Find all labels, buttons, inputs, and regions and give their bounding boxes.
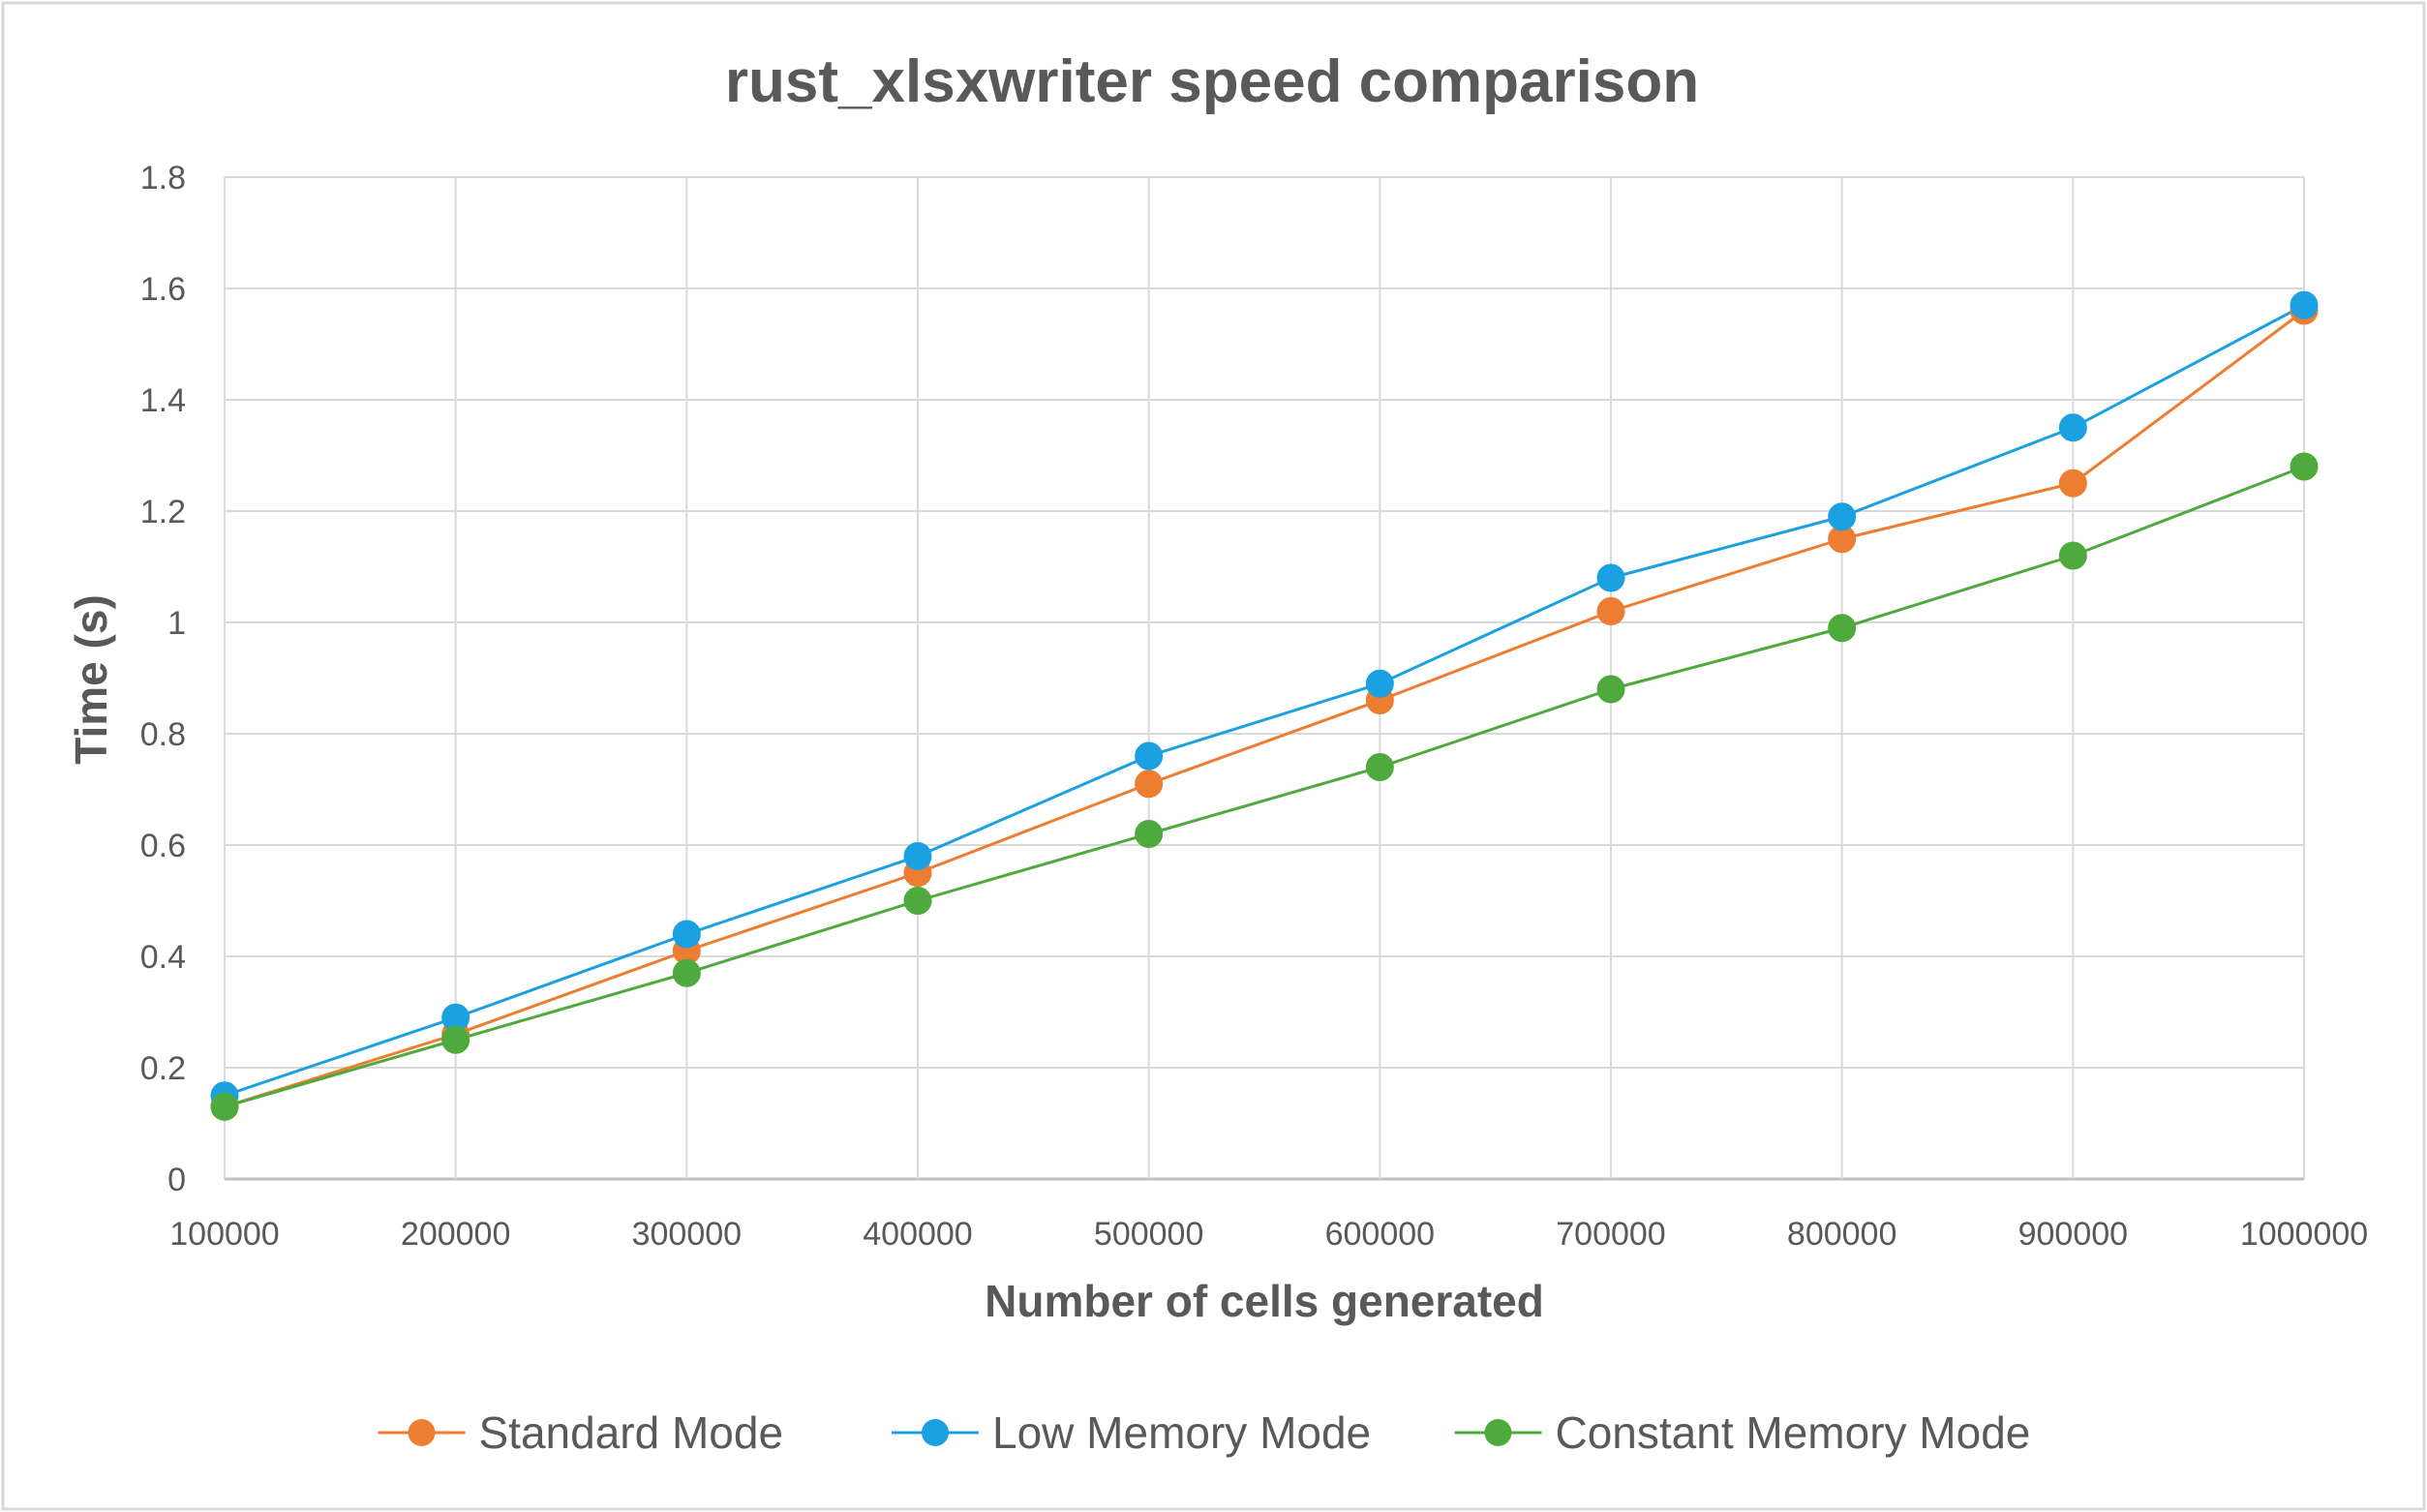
data-point — [2058, 469, 2087, 498]
series-line — [224, 465, 2305, 1108]
legend-item: Low Memory Mode — [892, 1407, 1371, 1458]
legend: Standard Mode Low Memory Mode Constant Mem… — [378, 1407, 2031, 1458]
data-point — [210, 1092, 239, 1121]
data-point — [1135, 770, 1164, 799]
data-point — [2290, 290, 2319, 319]
y-tick-label: 1.8 — [140, 160, 186, 197]
data-point — [672, 920, 701, 949]
x-tick-label: 500000 — [1094, 1216, 1203, 1253]
legend-item: Constant Memory Mode — [1454, 1407, 2031, 1458]
x-tick-label: 300000 — [632, 1216, 742, 1253]
y-tick-label: 1.6 — [140, 271, 186, 308]
y-axis-ticks: 0 0.2 0.4 0.6 0.8 1 1.2 1.4 1.6 1.8 — [140, 160, 186, 1198]
legend-marker — [408, 1419, 436, 1446]
y-tick-label: 0.2 — [140, 1050, 186, 1087]
legend-marker — [922, 1419, 949, 1446]
legend-label: Standard Mode — [479, 1407, 784, 1458]
y-tick-label: 0 — [167, 1162, 186, 1198]
y-tick-label: 0.8 — [140, 716, 186, 753]
data-point — [903, 887, 932, 915]
y-tick-label: 1.4 — [140, 382, 186, 419]
x-tick-label: 900000 — [2018, 1216, 2128, 1253]
data-point — [1828, 614, 1857, 643]
legend-item: Standard Mode — [378, 1407, 784, 1458]
data-point — [1135, 741, 1164, 771]
y-tick-label: 1 — [167, 605, 186, 642]
series-line — [224, 303, 2305, 1098]
x-tick-label: 700000 — [1556, 1216, 1665, 1253]
series-layer — [210, 290, 2319, 1121]
data-point — [1365, 753, 1394, 781]
x-axis-title: Number of cells generated — [985, 1276, 1544, 1326]
x-tick-label: 400000 — [863, 1216, 972, 1253]
y-tick-label: 1.2 — [140, 494, 186, 530]
x-tick-label: 1000000 — [2240, 1216, 2368, 1253]
data-point — [1365, 669, 1394, 698]
legend-label: Constant Memory Mode — [1556, 1407, 2031, 1458]
data-point — [672, 958, 701, 987]
x-axis-ticks: 100000 200000 300000 400000 500000 600000 7000… — [169, 1216, 2368, 1253]
data-point — [1596, 597, 1625, 625]
y-axis-title: Time (s) — [66, 594, 116, 765]
chart-title: rust_xlsxwriter speed comparison — [725, 48, 1699, 115]
series-line — [224, 309, 2305, 1108]
x-tick-label: 100000 — [169, 1216, 279, 1253]
data-point — [1596, 675, 1625, 704]
data-point — [1828, 502, 1857, 531]
data-point — [1596, 563, 1625, 592]
data-point — [2290, 452, 2319, 481]
y-tick-label: 0.4 — [140, 939, 186, 976]
legend-marker — [1484, 1419, 1512, 1446]
x-tick-label: 600000 — [1325, 1216, 1435, 1253]
x-tick-label: 200000 — [401, 1216, 510, 1253]
legend-label: Low Memory Mode — [992, 1407, 1371, 1458]
data-point — [903, 842, 932, 870]
data-point — [2058, 413, 2087, 442]
data-point — [1135, 820, 1164, 848]
y-tick-label: 0.6 — [140, 828, 186, 864]
x-tick-label: 800000 — [1787, 1216, 1896, 1253]
data-point — [441, 1025, 470, 1054]
data-point — [2058, 541, 2087, 570]
